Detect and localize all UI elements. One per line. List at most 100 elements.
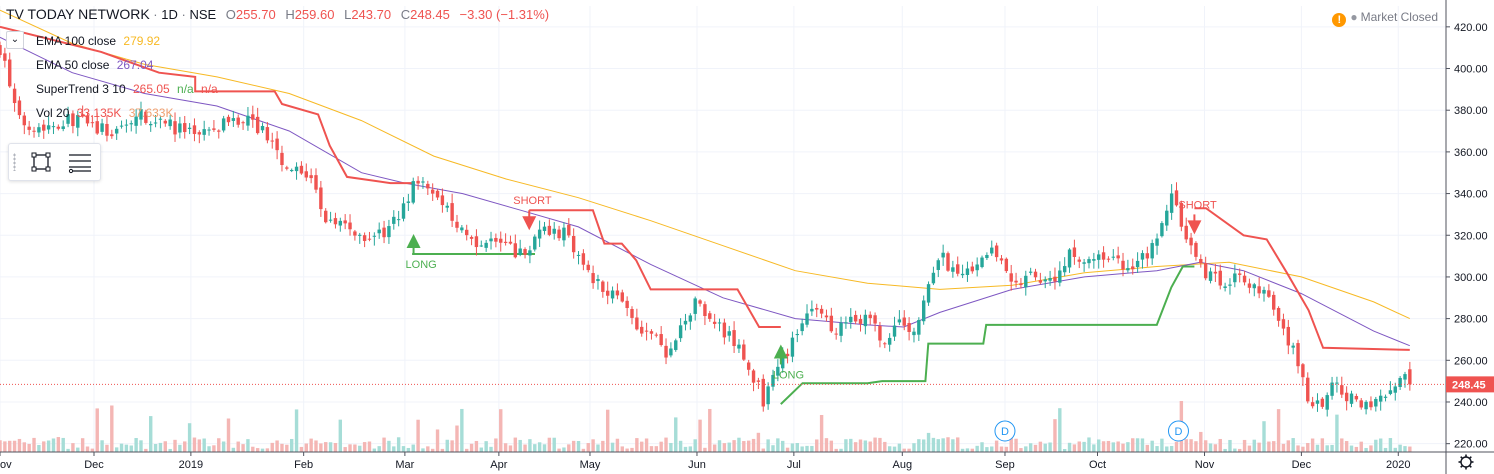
candle-body-132 <box>640 326 644 334</box>
volume-bar-130 <box>630 447 634 452</box>
volume-bar-82 <box>396 437 401 452</box>
volume-bar-260 <box>1262 421 1266 452</box>
volume-bar-131 <box>635 438 639 452</box>
candle-body-34 <box>163 120 167 124</box>
candle-body-24 <box>114 128 119 134</box>
candle-body-230 <box>1116 255 1120 259</box>
candle-body-286 <box>1388 390 1393 394</box>
candle-body-178 <box>863 314 868 327</box>
volume-bar-26 <box>124 444 129 452</box>
y-tick-label-7: 360.00 <box>1454 147 1488 159</box>
volume-bar-142 <box>688 446 693 452</box>
volume-bar-28 <box>134 438 138 452</box>
volume-bar-182 <box>883 441 887 452</box>
candle-body-73 <box>353 231 357 236</box>
volume-bar-56 <box>270 442 274 452</box>
candle-body-31 <box>149 123 153 126</box>
candle-body-91 <box>440 195 445 206</box>
volume-bar-73 <box>353 444 357 452</box>
volume-bar-32 <box>153 444 158 452</box>
legend-ema100[interactable]: EMA 100 close 279.92 <box>36 34 161 48</box>
gear-tooth-3 <box>1460 464 1464 468</box>
y-tick-label-1: 240.00 <box>1454 397 1488 409</box>
candle-body-277 <box>1344 392 1349 402</box>
candle-body-13 <box>61 126 65 129</box>
volume-bar-257 <box>1247 445 1252 452</box>
candle-body-87 <box>421 181 425 183</box>
legend-supertrend[interactable]: SuperTrend 3 10 265.05 n/a n/a <box>36 82 218 96</box>
candle-body-10 <box>46 125 51 130</box>
short-label-1: SHORT <box>513 195 552 207</box>
candle-body-27 <box>129 123 133 125</box>
volume-bar-97 <box>469 443 474 452</box>
market-status[interactable]: ! ● Market Closed <box>1332 10 1438 27</box>
candle-body-9 <box>42 124 46 131</box>
candle-body-130 <box>630 309 634 318</box>
candle-body-238 <box>1155 238 1159 246</box>
y-tick-label-8: 380.00 <box>1454 105 1488 117</box>
candle-body-22 <box>105 123 109 136</box>
interval[interactable]: 1D <box>161 7 178 22</box>
volume-bar-224 <box>1087 437 1091 452</box>
volume-bar-165 <box>800 446 804 452</box>
legend-volume[interactable]: Vol 20 33.135K 37.633K <box>36 106 174 120</box>
candle-body-95 <box>460 227 464 231</box>
candle-body-174 <box>844 322 848 324</box>
candle-body-255 <box>1237 273 1242 275</box>
candle-body-109 <box>528 250 532 256</box>
drag-handle[interactable] <box>13 153 16 171</box>
candle-body-108 <box>523 249 527 255</box>
candle-body-245 <box>1189 237 1193 246</box>
volume-bar-61 <box>294 409 299 452</box>
volume-bar-248 <box>1203 440 1208 452</box>
candle-body-194 <box>941 252 945 258</box>
volume-bar-59 <box>285 444 289 452</box>
open-value: 255.70 <box>235 7 276 22</box>
volume-bar-105 <box>508 445 513 452</box>
candle-body-270 <box>1310 402 1315 407</box>
volume-bar-285 <box>1383 447 1388 452</box>
collapse-legend-button[interactable]: ⌄ <box>6 31 24 49</box>
volume-value: 33.135K <box>76 106 122 120</box>
volume-bar-179 <box>868 441 872 452</box>
candle-body-199 <box>965 268 970 276</box>
candle-body-248 <box>1203 263 1208 279</box>
candle-body-135 <box>654 334 659 336</box>
volume-bar-31 <box>149 416 153 452</box>
high-value: 259.60 <box>294 7 335 22</box>
candle-body-80 <box>387 226 391 238</box>
candle-body-65 <box>314 175 318 190</box>
volume-ma-value: 37.633K <box>128 106 174 120</box>
candle-body-243 <box>1179 202 1184 227</box>
last-price-label: 248.45 <box>1452 379 1486 391</box>
symbol-name[interactable]: TV TODAY NETWORK <box>6 6 150 22</box>
candle-body-217 <box>1053 276 1057 282</box>
candle-body-58 <box>280 152 284 166</box>
candle-body-19 <box>90 122 95 124</box>
candle-body-284 <box>1378 395 1383 402</box>
candle-body-14 <box>66 114 70 124</box>
legend-ema50[interactable]: EMA 50 close 267.04 <box>36 58 154 72</box>
candle-body-25 <box>119 125 124 127</box>
candle-body-85 <box>411 181 415 203</box>
volume-bar-270 <box>1310 438 1315 452</box>
grid-lines <box>0 6 1446 452</box>
volume-bar-259 <box>1257 442 1261 452</box>
candle-body-197 <box>956 264 960 274</box>
candle-body-160 <box>776 366 780 376</box>
volume-bar-217 <box>1053 419 1057 452</box>
candle-body-33 <box>158 118 163 120</box>
candle-body-35 <box>168 119 172 127</box>
settings-gear-icon[interactable] <box>1458 454 1474 470</box>
line-tool-icon[interactable] <box>67 150 93 174</box>
volume-bar-134 <box>649 446 654 452</box>
volume-bar-207 <box>1004 446 1009 452</box>
candle-body-166 <box>805 313 809 325</box>
volume-bar-119 <box>576 441 581 452</box>
candlesticks <box>0 41 1412 417</box>
rectangle-tool-icon[interactable] <box>29 150 53 174</box>
volume-bar-226 <box>1097 439 1101 452</box>
candle-body-235 <box>1140 253 1145 260</box>
